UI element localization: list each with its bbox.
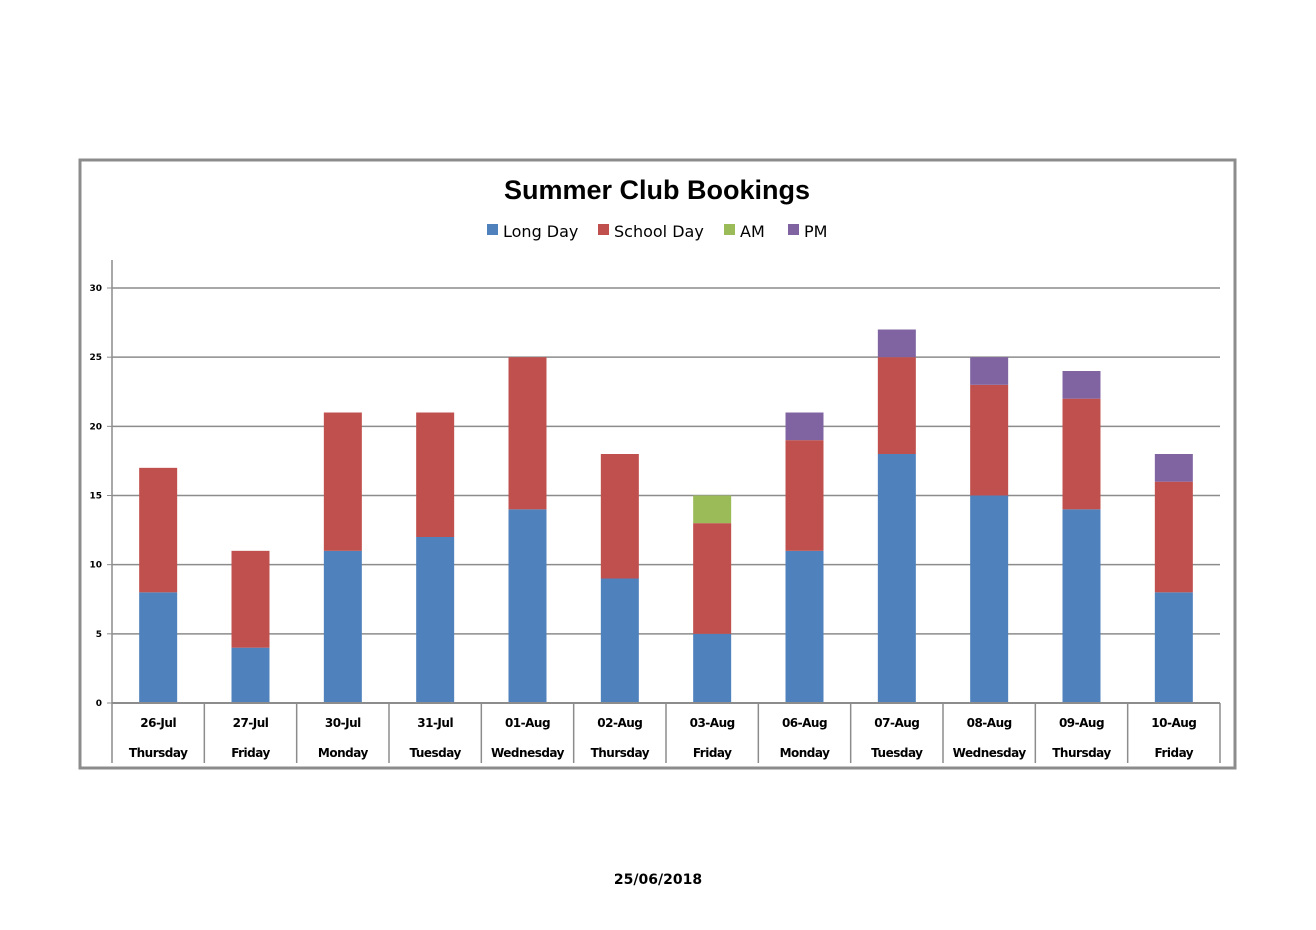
x-tick-label-day: Wednesday <box>491 746 565 760</box>
x-tick-label-date: 06-Aug <box>782 716 827 730</box>
x-tick-label-day: Friday <box>1155 746 1194 760</box>
bar-school-day-02-Aug <box>600 454 639 579</box>
bar-school-day-07-Aug <box>877 357 916 454</box>
x-tick-label-day: Tuesday <box>871 746 923 760</box>
x-tick-label-date: 01-Aug <box>505 716 550 730</box>
x-tick-label-date: 07-Aug <box>874 716 919 730</box>
legend: Long Day School Day AM PM <box>487 222 827 241</box>
x-tick-label-date: 26-Jul <box>140 716 176 730</box>
bar-school-day-03-Aug <box>693 523 732 634</box>
bar-long-day-10-Aug <box>1154 592 1193 703</box>
bars <box>139 329 1193 703</box>
bar-pm-06-Aug <box>785 412 824 441</box>
bar-school-day-31-Jul <box>416 412 455 537</box>
x-tick-label-date: 31-Jul <box>417 716 453 730</box>
bar-school-day-10-Aug <box>1154 481 1193 593</box>
x-tick-label-day: Tuesday <box>409 746 461 760</box>
bar-school-day-01-Aug <box>508 357 547 510</box>
x-tick-label-day: Thursday <box>129 746 188 760</box>
x-tick-label-date: 03-Aug <box>690 716 735 730</box>
chart-title: Summer Club Bookings <box>504 175 810 205</box>
bar-school-day-08-Aug <box>970 384 1009 496</box>
legend-label: Long Day <box>503 222 578 241</box>
legend-label: School Day <box>614 222 704 241</box>
x-tick-label-date: 30-Jul <box>325 716 361 730</box>
gridlines <box>112 287 1220 635</box>
axes: 0 5 10 15 20 25 30 26-Jul Thursday 27-Jul Friday 30… <box>89 260 1221 763</box>
chart-frame <box>78 158 1237 770</box>
bar-school-day-06-Aug <box>785 440 824 551</box>
bar-am-03-Aug <box>693 495 732 524</box>
bar-long-day-27-Jul <box>231 647 270 703</box>
legend-swatch-0 <box>487 224 498 235</box>
bar-pm-10-Aug <box>1154 454 1193 482</box>
legend-swatch-2 <box>724 224 735 235</box>
bar-pm-08-Aug <box>970 357 1009 385</box>
y-tick-label: 15 <box>89 492 102 502</box>
bar-long-day-30-Jul <box>323 550 362 703</box>
bar-school-day-30-Jul <box>323 412 362 551</box>
bar-school-day-27-Jul <box>231 550 270 648</box>
bar-long-day-31-Jul <box>416 537 455 703</box>
y-tick-label: 5 <box>96 630 102 640</box>
legend-label: PM <box>804 222 827 241</box>
legend-swatch-3 <box>788 224 799 235</box>
x-tick-label-day: Monday <box>780 746 831 760</box>
bar-long-day-02-Aug <box>600 578 639 703</box>
x-tick-label-day: Thursday <box>1052 746 1111 760</box>
bar-long-day-08-Aug <box>970 495 1009 703</box>
bar-long-day-03-Aug <box>693 633 732 703</box>
y-tick-label: 25 <box>89 353 102 363</box>
bar-pm-09-Aug <box>1062 371 1101 399</box>
x-tick-label-day: Thursday <box>591 746 650 760</box>
x-tick-label-date: 09-Aug <box>1059 716 1104 730</box>
x-tick-label-day: Friday <box>231 746 270 760</box>
legend-label: AM <box>740 222 765 241</box>
bar-long-day-26-Jul <box>139 592 178 703</box>
bar-long-day-01-Aug <box>508 509 547 703</box>
x-tick-label-day: Wednesday <box>953 746 1027 760</box>
y-tick-label: 10 <box>89 561 102 571</box>
legend-swatch-1 <box>598 224 609 235</box>
bar-school-day-26-Jul <box>139 467 178 593</box>
y-tick-label: 20 <box>89 422 102 432</box>
y-tick-label: 30 <box>89 284 102 294</box>
x-tick-label-date: 10-Aug <box>1151 716 1196 730</box>
y-tick-label: 0 <box>96 699 102 709</box>
footer-date: 25/06/2018 <box>613 872 703 888</box>
bar-long-day-09-Aug <box>1062 509 1101 703</box>
bar-school-day-09-Aug <box>1062 398 1101 510</box>
x-tick-label-day: Friday <box>693 746 732 760</box>
bar-long-day-06-Aug <box>785 550 824 703</box>
x-tick-label-date: 27-Jul <box>233 716 269 730</box>
x-tick-label-date: 08-Aug <box>967 716 1012 730</box>
bar-long-day-07-Aug <box>877 454 916 703</box>
x-tick-label-date: 02-Aug <box>597 716 642 730</box>
bar-pm-07-Aug <box>877 329 916 358</box>
x-tick-label-day: Monday <box>318 746 369 760</box>
